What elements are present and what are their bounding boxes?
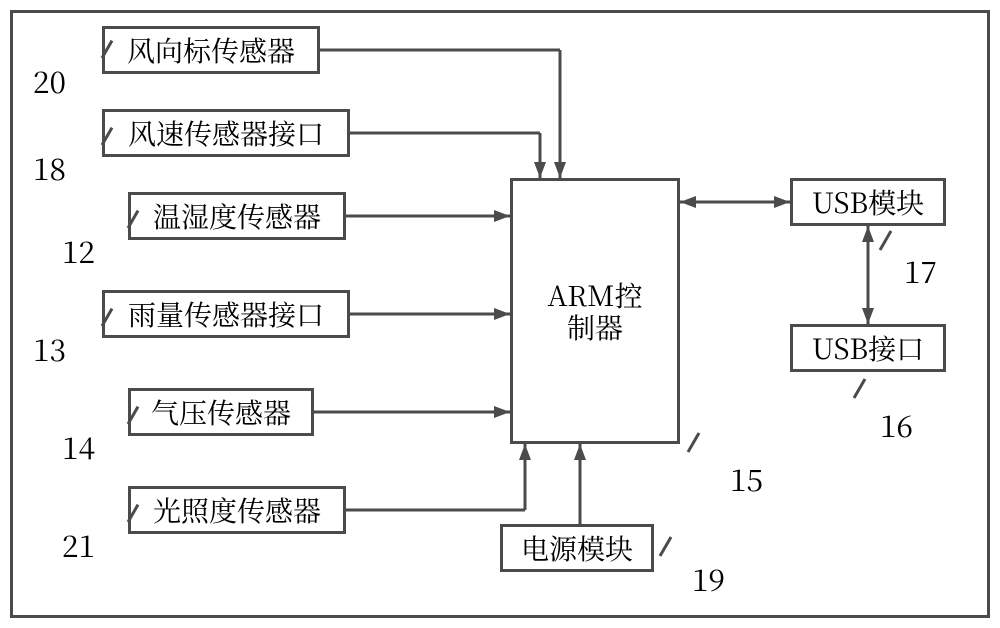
node-label: 电源模块 xyxy=(521,532,633,564)
node-temp-humidity-sensor: 温湿度传感器 xyxy=(128,192,346,240)
node-label: 雨量传感器接口 xyxy=(128,298,324,330)
node-usb-module: USB模块 xyxy=(790,178,946,226)
ref-number-21: 21 xyxy=(62,522,95,566)
node-label: 光照度传感器 xyxy=(153,494,321,526)
node-wind-vane-sensor: 风向标传感器 xyxy=(102,26,320,74)
ref-number-19: 19 xyxy=(692,556,725,600)
ref-number-15: 15 xyxy=(730,456,763,500)
ref-number-20: 20 xyxy=(33,58,66,102)
ref-number-16: 16 xyxy=(880,402,913,446)
ref-number-13: 13 xyxy=(33,326,66,370)
ref-number-17: 17 xyxy=(904,248,937,292)
ref-number-12: 12 xyxy=(62,228,95,272)
node-label: 气压传感器 xyxy=(151,396,291,428)
node-label: 温湿度传感器 xyxy=(153,200,321,232)
node-arm-controller: ARM控 制器 xyxy=(510,178,680,444)
node-label: 风向标传感器 xyxy=(127,34,295,66)
node-pressure-sensor: 气压传感器 xyxy=(128,388,314,436)
node-label: USB接口 xyxy=(812,332,924,364)
ref-number-18: 18 xyxy=(33,145,66,189)
node-label: ARM控 制器 xyxy=(547,279,642,343)
node-label: USB模块 xyxy=(812,186,924,218)
node-rain-sensor-interface: 雨量传感器接口 xyxy=(102,290,350,338)
node-wind-speed-interface: 风速传感器接口 xyxy=(102,109,350,157)
diagram-stage: 风向标传感器 风速传感器接口 温湿度传感器 雨量传感器接口 气压传感器 光照度传… xyxy=(0,0,1000,628)
node-power-module: 电源模块 xyxy=(500,524,654,572)
ref-number-14: 14 xyxy=(62,424,95,468)
node-label: 风速传感器接口 xyxy=(128,117,324,149)
node-illuminance-sensor: 光照度传感器 xyxy=(128,486,346,534)
node-usb-interface: USB接口 xyxy=(790,324,946,372)
